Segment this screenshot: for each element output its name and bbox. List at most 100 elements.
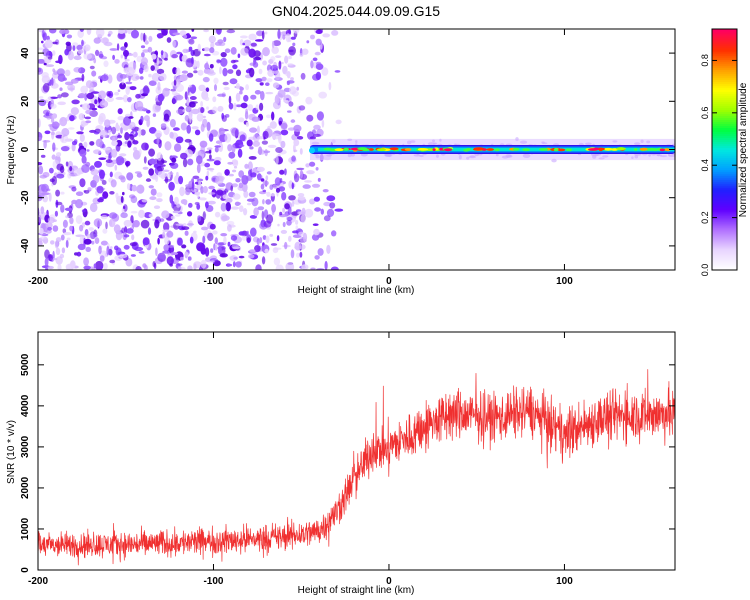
colorbar-cell — [712, 231, 737, 235]
noise-blob — [318, 91, 328, 99]
noise-blob — [188, 92, 192, 96]
noise-blob — [202, 186, 208, 194]
colorbar-cell — [712, 91, 737, 94]
signal-hotspot — [603, 147, 613, 151]
noise-blob — [261, 210, 265, 220]
noise-blob — [114, 91, 120, 96]
noise-blob — [191, 57, 194, 64]
colorbar-axis: 0.0 0.2 0.4 0.6 0.8 — [700, 54, 737, 276]
colorbar-cell — [712, 49, 737, 52]
noise-blob — [51, 41, 58, 45]
noise-blob — [243, 190, 249, 198]
noise-blob — [109, 212, 118, 219]
noise-blob — [173, 79, 177, 86]
noise-blob — [193, 263, 197, 270]
noise-blob — [291, 211, 300, 216]
noise-blob — [275, 55, 282, 58]
noise-blob — [232, 169, 237, 173]
noise-blob — [266, 78, 273, 83]
noise-blob — [322, 189, 329, 193]
noise-blob — [231, 183, 238, 188]
noise-blob — [242, 42, 246, 46]
colorbar-cell — [712, 225, 737, 229]
noise-blob — [179, 74, 188, 82]
noise-blob — [315, 63, 324, 70]
noise-blob — [232, 64, 238, 70]
noise-blob — [156, 198, 163, 203]
noise-blob — [140, 45, 146, 49]
noise-blob — [49, 167, 54, 174]
noise-blob — [38, 214, 42, 223]
noise-blob — [270, 56, 276, 62]
noise-blob — [109, 259, 116, 264]
colorbar-cell — [712, 117, 737, 120]
colorbar-cell — [712, 227, 737, 231]
noise-blob — [222, 194, 229, 200]
noise-blob — [105, 221, 108, 230]
noise-blob — [222, 67, 228, 77]
noise-blob — [188, 84, 193, 88]
y-tick-label: 0 — [20, 567, 31, 573]
signal-halo-speck — [515, 137, 519, 142]
noise-blob — [302, 232, 308, 243]
noise-blob — [162, 87, 170, 97]
noise-blob — [38, 67, 44, 75]
noise-blob — [38, 162, 43, 166]
noise-blob — [38, 118, 41, 128]
noise-blob — [291, 182, 294, 190]
noise-blob — [160, 50, 164, 56]
noise-blob — [285, 71, 289, 77]
noise-blob — [196, 242, 205, 252]
noise-blob — [149, 196, 157, 201]
noise-blob — [179, 256, 184, 261]
noise-blob — [289, 86, 297, 95]
noise-blob — [254, 245, 261, 253]
noise-blob — [271, 111, 275, 121]
noise-blob — [99, 129, 109, 138]
noise-blob — [122, 191, 125, 196]
colorbar-cell — [712, 111, 737, 114]
noise-blob — [53, 70, 58, 75]
noise-blob — [194, 129, 201, 136]
noise-blob — [154, 130, 163, 138]
noise-blob — [151, 72, 161, 82]
noise-blob — [163, 51, 166, 58]
noise-blob — [124, 141, 128, 145]
signal-halo-speck — [520, 140, 528, 144]
noise-blob — [66, 34, 73, 39]
noise-blob — [279, 211, 283, 216]
noise-blob — [80, 120, 86, 128]
noise-blob — [119, 82, 126, 90]
noise-blob — [121, 227, 126, 234]
noise-blob — [79, 235, 84, 245]
noise-blob — [295, 252, 301, 258]
noise-blob — [271, 203, 276, 213]
colorbar-cell — [712, 85, 737, 88]
colorbar-cell — [712, 87, 737, 90]
noise-blob — [81, 164, 90, 173]
noise-blob — [148, 80, 157, 86]
noise-blob — [166, 230, 174, 238]
noise-blob — [94, 99, 98, 105]
noise-blob — [151, 53, 157, 60]
colorbar-cell — [712, 133, 737, 137]
noise-blob — [164, 236, 170, 245]
noise-blob — [247, 254, 255, 259]
noise-blob — [131, 234, 135, 241]
signal-halo-speck — [410, 140, 416, 143]
noise-blob — [155, 97, 159, 102]
noise-blob — [85, 120, 92, 124]
noise-blob — [140, 129, 146, 136]
noise-blob — [73, 139, 78, 144]
noise-blob — [217, 246, 222, 255]
signal-hotspot — [443, 148, 453, 152]
noise-blob — [176, 51, 182, 55]
noise-blob — [177, 237, 183, 246]
signal-hotspot — [494, 148, 500, 152]
noise-blob — [105, 159, 113, 164]
colorbar-cell — [712, 181, 737, 185]
noise-blob — [38, 59, 46, 64]
colorbar-cell — [712, 155, 737, 159]
noise-blob — [309, 136, 316, 140]
noise-blob — [188, 202, 193, 208]
